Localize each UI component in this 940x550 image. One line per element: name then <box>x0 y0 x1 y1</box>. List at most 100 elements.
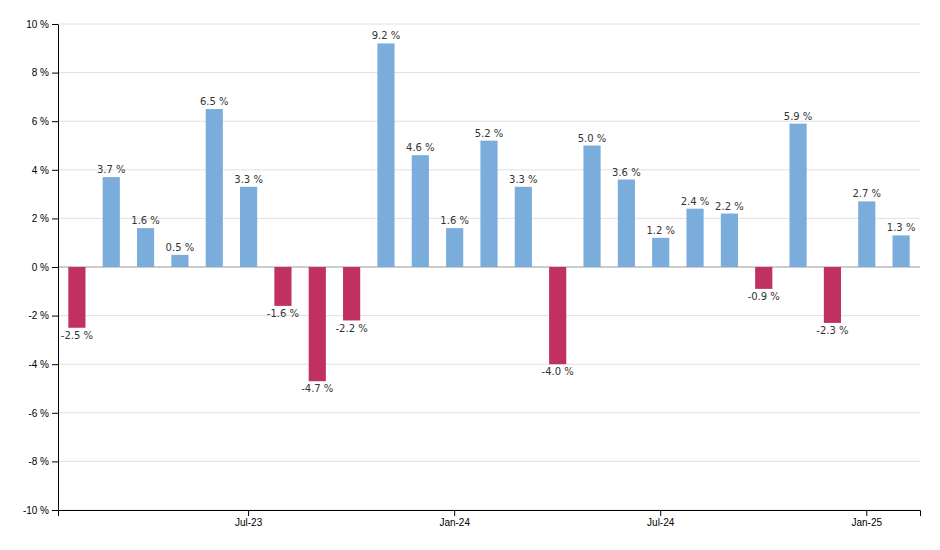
bar <box>137 228 154 267</box>
y-tick: -10 % <box>23 505 58 516</box>
data-label: 2.2 % <box>715 201 744 212</box>
y-axis: -10 % -8 % -6 % -4 % -2 % 0 % 2 % 4 % 6 % 8 % 10 % <box>23 19 59 516</box>
data-label: -2.2 % <box>336 323 368 334</box>
grid-line <box>58 24 920 25</box>
x-axis: Jul-23 Jan-24 Jul-24 Jan-25 <box>59 510 921 528</box>
chart: -10 % -8 % -6 % -4 % -2 % 0 % 2 % 4 % 6 % 8 % 10 %… <box>0 0 940 550</box>
y-tick: 6 % <box>32 116 58 127</box>
y-tick-mark <box>52 24 58 25</box>
x-tick-mark <box>248 510 249 516</box>
data-label: 5.2 % <box>475 128 504 139</box>
data-label: 5.0 % <box>578 133 607 144</box>
x-axis-line <box>59 511 921 517</box>
data-label: -1.6 % <box>267 308 299 319</box>
y-tick-mark <box>52 218 58 219</box>
grid-line <box>58 412 920 413</box>
x-tick-mark <box>660 510 661 516</box>
y-tick-label: -2 % <box>28 310 49 321</box>
y-tick-mark <box>52 170 58 171</box>
grid-line <box>58 315 920 316</box>
y-tick-label: -10 % <box>23 505 49 516</box>
x-tick: Jul-23 <box>235 510 263 528</box>
y-tick-mark <box>52 316 58 317</box>
grid-line <box>58 72 920 73</box>
bar <box>893 235 910 267</box>
y-axis-line <box>58 25 59 511</box>
data-labels: -2.5 % 3.7 % 1.6 % 0.5 % 6.5 % 3.3 % -1.6 % -4.… <box>61 30 916 394</box>
data-label: -4.0 % <box>542 366 574 377</box>
y-tick: 0 % <box>32 262 58 273</box>
y-tick: -8 % <box>28 456 58 467</box>
y-tick: -4 % <box>28 359 58 370</box>
bar <box>446 228 463 267</box>
bar <box>686 209 703 267</box>
bar <box>789 124 806 267</box>
data-label: -2.5 % <box>61 330 93 341</box>
y-tick-mark <box>52 413 58 414</box>
y-tick: 10 % <box>26 19 58 30</box>
bar <box>721 214 738 267</box>
y-tick: 8 % <box>32 67 58 78</box>
bar <box>343 267 360 320</box>
y-tick-label: -4 % <box>28 359 49 370</box>
x-tick-label: Jan-25 <box>851 517 882 528</box>
data-label: 4.6 % <box>406 142 435 153</box>
data-label: 1.6 % <box>131 215 160 226</box>
y-tick-mark <box>52 510 58 511</box>
bar <box>515 187 532 267</box>
bar <box>858 201 875 267</box>
x-tick-label: Jul-23 <box>235 517 263 528</box>
bar <box>412 155 429 267</box>
data-label: -4.7 % <box>301 383 333 394</box>
y-tick-label: 2 % <box>32 213 49 224</box>
y-tick-label: 4 % <box>32 165 49 176</box>
y-tick-mark <box>52 364 58 365</box>
y-tick: 2 % <box>32 213 58 224</box>
bar <box>206 109 223 267</box>
y-tick-label: 10 % <box>26 19 49 30</box>
y-tick: -6 % <box>28 408 58 419</box>
grid <box>58 24 920 510</box>
y-tick-label: -6 % <box>28 408 49 419</box>
y-tick: 4 % <box>32 165 58 176</box>
bar <box>68 267 85 328</box>
data-label: -2.3 % <box>816 325 848 336</box>
y-tick-label: -8 % <box>28 456 49 467</box>
y-tick-mark <box>52 267 58 268</box>
x-tick: Jan-24 <box>439 510 470 528</box>
bar <box>549 267 566 364</box>
data-label: 6.5 % <box>200 96 229 107</box>
y-tick: -2 % <box>28 310 58 321</box>
data-label: 3.3 % <box>234 174 263 185</box>
data-label: 3.7 % <box>97 164 126 175</box>
x-tick-mark <box>866 510 867 516</box>
bar <box>240 187 257 267</box>
y-tick-mark <box>52 73 58 74</box>
data-label: 9.2 % <box>372 30 401 41</box>
bar <box>171 255 188 267</box>
y-tick-mark <box>52 121 58 122</box>
bar <box>309 267 326 381</box>
bar <box>274 267 291 306</box>
data-label: 2.7 % <box>852 188 881 199</box>
data-label: 1.6 % <box>440 215 469 226</box>
x-tick: Jan-25 <box>851 510 882 528</box>
y-tick-label: 8 % <box>32 67 49 78</box>
bar <box>480 141 497 267</box>
grid-line <box>58 364 920 365</box>
data-label: -0.9 % <box>748 291 780 302</box>
plot: -10 % -8 % -6 % -4 % -2 % 0 % 2 % 4 % 6 % 8 % 10 %… <box>23 19 921 528</box>
x-tick-label: Jul-24 <box>647 517 675 528</box>
x-tick: Jul-24 <box>647 510 675 528</box>
y-tick-label: 0 % <box>32 262 49 273</box>
x-tick-label: Jan-24 <box>439 517 470 528</box>
bar <box>103 177 120 267</box>
data-label: 2.4 % <box>681 196 710 207</box>
data-label: 3.3 % <box>509 174 538 185</box>
y-tick-mark <box>52 461 58 462</box>
bar <box>755 267 772 289</box>
data-label: 1.2 % <box>646 225 675 236</box>
bar <box>583 146 600 268</box>
y-tick-label: 6 % <box>32 116 49 127</box>
data-label: 0.5 % <box>166 242 195 253</box>
